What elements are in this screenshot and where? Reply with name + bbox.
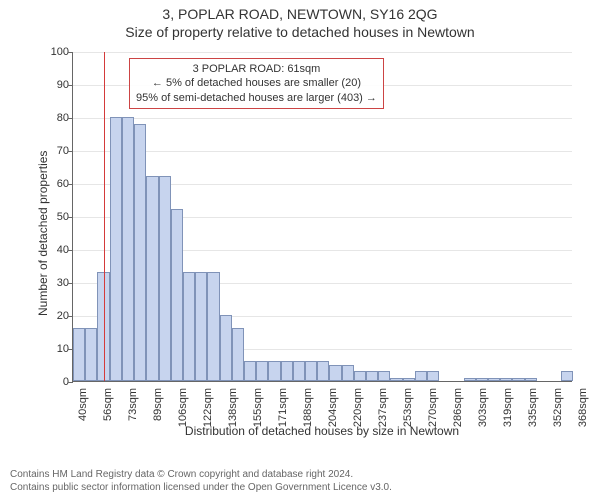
histogram-bar — [244, 361, 256, 381]
histogram-bar — [171, 209, 183, 381]
y-tick-mark — [68, 283, 73, 284]
histogram-bar — [110, 117, 122, 381]
histogram-bar — [427, 371, 439, 381]
y-tick-mark — [68, 382, 73, 383]
annotation-line1: 3 POPLAR ROAD: 61sqm — [136, 62, 377, 76]
footer-line2: Contains public sector information licen… — [10, 481, 392, 494]
y-tick-mark — [68, 118, 73, 119]
histogram-bar — [415, 371, 427, 381]
histogram-bar — [122, 117, 134, 381]
y-tick-label: 0 — [41, 376, 69, 388]
histogram-bar — [268, 361, 281, 381]
x-axis-label: Distribution of detached houses by size … — [72, 424, 572, 438]
histogram-bar — [134, 124, 146, 381]
annotation-line3: 95% of semi-detached houses are larger (… — [136, 91, 377, 105]
marker-annotation: 3 POPLAR ROAD: 61sqm ← 5% of detached ho… — [129, 58, 384, 109]
y-tick-label: 40 — [41, 244, 69, 256]
histogram-bar — [195, 272, 207, 381]
histogram-bar — [256, 361, 268, 381]
y-tick-mark — [68, 52, 73, 53]
y-axis-label: Number of detached properties — [36, 151, 50, 316]
y-tick-label: 90 — [41, 79, 69, 91]
histogram-bar — [159, 176, 171, 381]
gridline — [73, 52, 572, 53]
page-title-sub: Size of property relative to detached ho… — [0, 22, 600, 44]
y-tick-label: 100 — [41, 46, 69, 58]
y-tick-label: 30 — [41, 277, 69, 289]
histogram-bar — [183, 272, 195, 381]
histogram-bar — [342, 365, 354, 382]
y-tick-label: 70 — [41, 145, 69, 157]
y-tick-mark — [68, 85, 73, 86]
threshold-marker — [104, 52, 105, 381]
footer-line1: Contains HM Land Registry data © Crown c… — [10, 468, 392, 481]
x-tick-label: 368sqm — [577, 388, 589, 438]
histogram-bar — [390, 378, 403, 381]
histogram-bar — [281, 361, 293, 381]
histogram-bar — [354, 371, 366, 381]
gridline — [73, 151, 572, 152]
histogram-bar — [305, 361, 317, 381]
y-tick-mark — [68, 316, 73, 317]
y-tick-label: 50 — [41, 211, 69, 223]
y-tick-label: 10 — [41, 343, 69, 355]
plot-area: 010203040506070809010040sqm56sqm73sqm89s… — [72, 52, 572, 382]
histogram-bar — [207, 272, 220, 381]
y-tick-mark — [68, 151, 73, 152]
page-title-address: 3, POPLAR ROAD, NEWTOWN, SY16 2QG — [0, 0, 600, 22]
histogram-bar — [488, 378, 500, 381]
histogram-bar — [512, 378, 525, 381]
y-tick-mark — [68, 250, 73, 251]
histogram-bar — [232, 328, 244, 381]
histogram-bar — [329, 365, 342, 382]
footer-attribution: Contains HM Land Registry data © Crown c… — [10, 468, 392, 494]
y-tick-mark — [68, 184, 73, 185]
histogram-bar — [378, 371, 390, 381]
histogram-bar — [500, 378, 512, 381]
histogram-bar — [561, 371, 573, 381]
histogram-bar — [85, 328, 97, 381]
histogram-bar — [220, 315, 232, 381]
histogram-bar — [366, 371, 378, 381]
histogram-bar — [464, 378, 476, 381]
y-tick-mark — [68, 217, 73, 218]
histogram-bar — [317, 361, 329, 381]
histogram-bar — [525, 378, 537, 381]
y-tick-label: 80 — [41, 112, 69, 124]
gridline — [73, 118, 572, 119]
histogram-chart: Number of detached properties 0102030405… — [40, 46, 580, 426]
histogram-bar — [146, 176, 159, 381]
histogram-bar — [73, 328, 85, 381]
histogram-bar — [403, 378, 415, 381]
annotation-line2: ← 5% of detached houses are smaller (20) — [136, 76, 377, 90]
y-tick-label: 60 — [41, 178, 69, 190]
y-tick-label: 20 — [41, 310, 69, 322]
histogram-bar — [476, 378, 488, 381]
histogram-bar — [293, 361, 305, 381]
